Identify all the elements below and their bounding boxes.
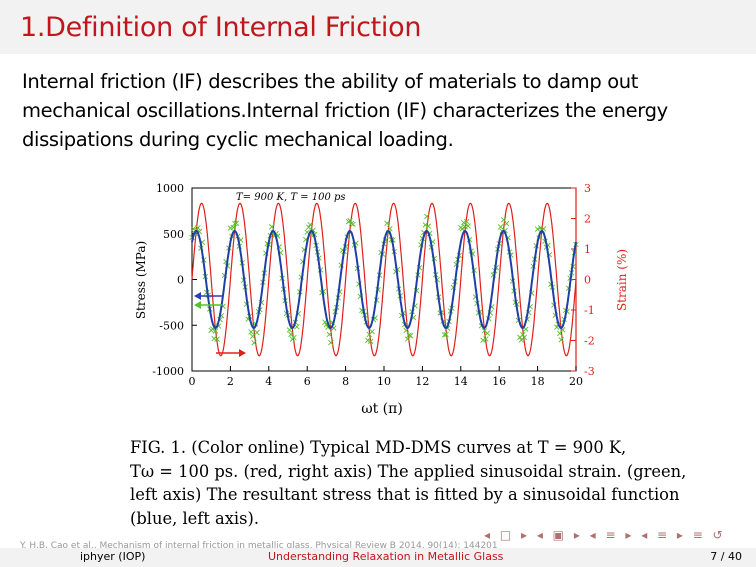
stress-data-point [534,226,541,232]
stress-data-point [367,338,374,345]
caption-line: FIG. 1. (Color online) Typical MD-DMS cu… [130,438,627,457]
stress-data-point [269,224,275,230]
stress-data-point [384,220,390,227]
stress-data-point [480,337,486,343]
stress-data-point [484,330,491,336]
stress-data-point [465,223,471,229]
y-right-tick-label: 3 [584,182,591,195]
stress-data-point [461,219,467,226]
stress-data-point [230,224,237,231]
stress-data-point [503,220,510,227]
stress-data-point [537,224,544,231]
stress-data-point [520,331,526,338]
stress-data-point [212,328,219,334]
stress-data-point [195,225,201,231]
axis-ticks: 0 2 4 6 8 10 12 14 16 18 2010005000-500-10003210-1… [152,182,594,388]
stress-data-point [291,334,297,341]
x-tick-label: 16 [492,375,506,388]
stress-data-point [444,325,451,331]
stress-data-point [251,340,257,346]
stress-data-point [422,222,429,228]
axis-indicator-arrows [194,292,246,357]
x-tick-label: 8 [342,375,349,388]
y-right-tick-label: 1 [584,243,591,256]
stress-data-point [328,339,334,346]
x-tick-label: 6 [304,375,311,388]
stress-data-point [369,328,375,335]
y-left-tick-label: 500 [163,228,184,241]
stress-data-point [441,332,448,338]
x-tick-label: 10 [377,375,391,388]
caption-line: Tω = 100 ps. (red, right axis) The appli… [130,461,687,481]
x-tick-label: 18 [531,375,545,388]
stress-axis-label: Stress (MPa) [134,241,148,319]
strain-axis-label: Strain (%) [615,249,629,311]
y-right-tick-label: 0 [584,274,591,287]
intro-paragraph: Internal friction (IF) describes the abi… [22,70,668,151]
slide-footer: iphyer (IOP) Understanding Relaxation in… [0,548,756,567]
stress-data-point [214,336,220,342]
stress-data-point [557,330,563,337]
stress-data-point [406,332,412,338]
y-left-tick-label: 0 [177,274,184,287]
y-right-tick-label: 2 [584,213,591,226]
x-tick-label: 0 [189,375,196,388]
x-tick-label: 4 [265,375,272,388]
y-left-tick-label: 1000 [156,182,184,195]
time-axis-label: ωt (π) [361,401,403,417]
md-dms-chart: 0 2 4 6 8 10 12 14 16 18 2010005000-500-10003210-1… [134,182,629,417]
x-tick-label: 20 [569,375,583,388]
stress-data-point [521,334,528,341]
strain-curve [191,202,577,357]
stress-data-point [500,217,507,223]
plot-series [189,202,579,357]
footer-author: iphyer (IOP) [80,550,146,563]
stress-data-point [483,336,489,342]
slide-header: 1.Definition of Internal Friction [0,0,756,54]
y-left-tick-label: -1000 [152,365,184,378]
stress-data-point [365,337,371,344]
y-right-tick-label: -3 [584,365,595,378]
stress-data-point [305,224,312,230]
stress-data-point [248,329,254,335]
y-right-tick-label: -1 [584,304,595,317]
footer-talk-title: Understanding Relaxation in Metallic Gla… [268,550,504,563]
citation: Y. H.B. Cao et al., Mechanism of interna… [20,541,498,551]
stress-data-point [463,218,470,225]
x-tick-label: 12 [415,375,429,388]
stress-data-point [502,227,508,234]
x-tick-label: 14 [454,375,468,388]
stress-data-point [307,221,313,228]
stress-data-point [233,220,240,226]
stress-data-point [249,333,256,339]
stress-data-point [425,223,432,229]
x-tick-label: 2 [227,375,234,388]
y-left-tick-label: -500 [159,319,184,332]
stress-data-point [424,213,430,220]
stress-data-point [558,337,564,343]
figure-caption: FIG. 1. (Color online) Typical MD-DMS cu… [130,436,687,530]
condition-annotation: T= 900 K, T = 100 ps [236,192,346,203]
caption-line: (blue, left axis). [130,508,260,528]
stress-fit-curve [191,229,577,330]
stress-data-point [347,217,353,224]
stress-data-point [443,331,449,338]
stress-data-point [326,331,333,338]
slide-title: 1.Definition of Internal Friction [20,12,422,43]
stress-data-point [407,333,414,339]
y-right-tick-label: -2 [584,335,595,348]
beamer-navigation-icons[interactable]: ◂ □ ▸ ◂ ▣ ▸ ◂ ≡ ▸ ◂ ≡ ▸ ≡ ↺ [484,528,726,542]
stress-data-point [254,329,260,336]
stress-data-point [497,224,504,230]
stress-data-point [232,220,238,227]
stress-data-point [350,221,356,228]
footer-page-number: 7 / 40 [710,550,742,563]
caption-line: left axis) The resultant stress that is … [130,485,680,504]
